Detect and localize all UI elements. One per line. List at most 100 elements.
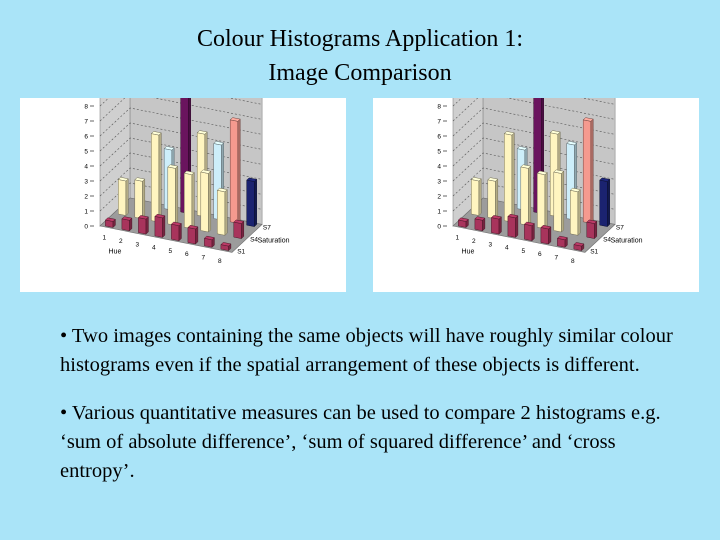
bar-top — [540, 225, 552, 230]
y-tick-label: 1 — [84, 209, 88, 216]
bar-top — [516, 146, 528, 151]
x-tick-label: 8 — [218, 258, 222, 265]
y-tick-label: 3 — [84, 179, 88, 186]
bar — [216, 187, 228, 236]
y-tick-label: 3 — [437, 179, 441, 186]
z-axis-title: Saturation — [611, 237, 643, 244]
bar — [187, 225, 199, 245]
bar-top — [183, 170, 195, 175]
x-tick-label: 6 — [185, 251, 189, 258]
y-tick-label: 2 — [437, 194, 441, 201]
bar — [150, 131, 162, 223]
bar-top — [569, 187, 581, 193]
bar-front — [246, 179, 255, 227]
histogram-chart-right: 012345678912345678S1S4S7HueSaturation — [373, 98, 699, 292]
bar-top — [553, 169, 565, 174]
gridline — [452, 137, 616, 167]
gridline — [99, 98, 263, 122]
bar-front — [553, 171, 562, 233]
z-tick-label: S4 — [603, 236, 611, 243]
y-tick-label: 4 — [84, 164, 88, 171]
y-tick-label: 8 — [84, 104, 88, 111]
bar-top — [220, 242, 232, 247]
bar-top — [503, 131, 515, 136]
bar-side — [224, 189, 228, 236]
bar-side — [561, 170, 565, 233]
x-tick-label: 8 — [571, 258, 575, 265]
bar — [507, 213, 519, 238]
bar-top — [203, 235, 215, 241]
gridline — [99, 182, 263, 212]
bar-front — [121, 218, 130, 232]
bar-front — [524, 223, 533, 242]
histogram-chart-left: 012345678912345678S1S4S7HueSaturation — [20, 98, 346, 292]
x-tick-label: 5 — [168, 248, 172, 255]
bar-front — [471, 179, 480, 216]
bar-front — [187, 227, 196, 245]
bar — [490, 215, 502, 235]
gridline — [99, 137, 263, 167]
bar-top — [556, 235, 568, 241]
bar-top — [200, 169, 212, 174]
bar-front — [151, 133, 160, 223]
bar — [117, 177, 129, 217]
x-tick-label: 3 — [488, 241, 492, 248]
bar-top — [233, 219, 245, 224]
x-tick-label: 3 — [135, 241, 139, 248]
bar-front — [184, 172, 193, 230]
bar-front — [118, 179, 127, 216]
bar-top — [507, 213, 519, 219]
bar-top — [586, 219, 598, 224]
bar-side — [237, 118, 241, 224]
bar-front — [507, 216, 516, 238]
bar-front — [540, 227, 549, 245]
y-tick-label: 0 — [84, 224, 88, 231]
x-tick-label: 5 — [521, 248, 525, 255]
z-tick-label: S7 — [616, 224, 624, 231]
bar — [474, 216, 486, 232]
bar-front — [570, 189, 579, 236]
bar-side — [531, 222, 535, 242]
bar-top — [229, 117, 241, 122]
x-tick-label: 2 — [119, 238, 123, 245]
bar — [540, 225, 552, 245]
bar — [246, 177, 258, 228]
bar-side — [162, 215, 166, 238]
y-tick-label: 2 — [84, 194, 88, 201]
bar-top — [573, 242, 585, 247]
z-tick-label: S7 — [263, 224, 271, 231]
bar — [520, 164, 532, 226]
bar — [586, 219, 598, 240]
gridlines — [452, 98, 616, 212]
bar-front — [134, 179, 143, 220]
y-tick-label: 6 — [84, 134, 88, 141]
gridlines — [99, 98, 263, 212]
bar — [134, 177, 146, 220]
gridline — [452, 152, 616, 182]
y-tick-label: 7 — [437, 119, 441, 126]
title-line-2: Image Comparison — [268, 60, 452, 86]
gridline — [452, 98, 616, 122]
x-axis-title: Hue — [462, 248, 475, 255]
bar-side — [528, 165, 532, 226]
bar-side — [178, 222, 182, 242]
z-axis-title: Saturation — [258, 237, 290, 244]
bar — [183, 170, 195, 230]
x-axis-title: Hue — [109, 248, 122, 255]
bar-side — [125, 178, 129, 217]
bar — [104, 217, 116, 229]
y-tick-label: 1 — [437, 209, 441, 216]
bar-side — [241, 220, 245, 240]
bar — [154, 213, 166, 238]
bar-top — [599, 177, 611, 182]
bar-front — [599, 179, 608, 227]
x-tick-label: 1 — [102, 235, 106, 242]
bar — [523, 221, 535, 242]
bar — [203, 235, 215, 248]
bar-front — [167, 166, 176, 226]
bar — [137, 215, 149, 235]
gridline — [452, 167, 616, 197]
bars — [104, 98, 258, 252]
gridline — [452, 182, 616, 212]
bar-side — [191, 171, 195, 230]
